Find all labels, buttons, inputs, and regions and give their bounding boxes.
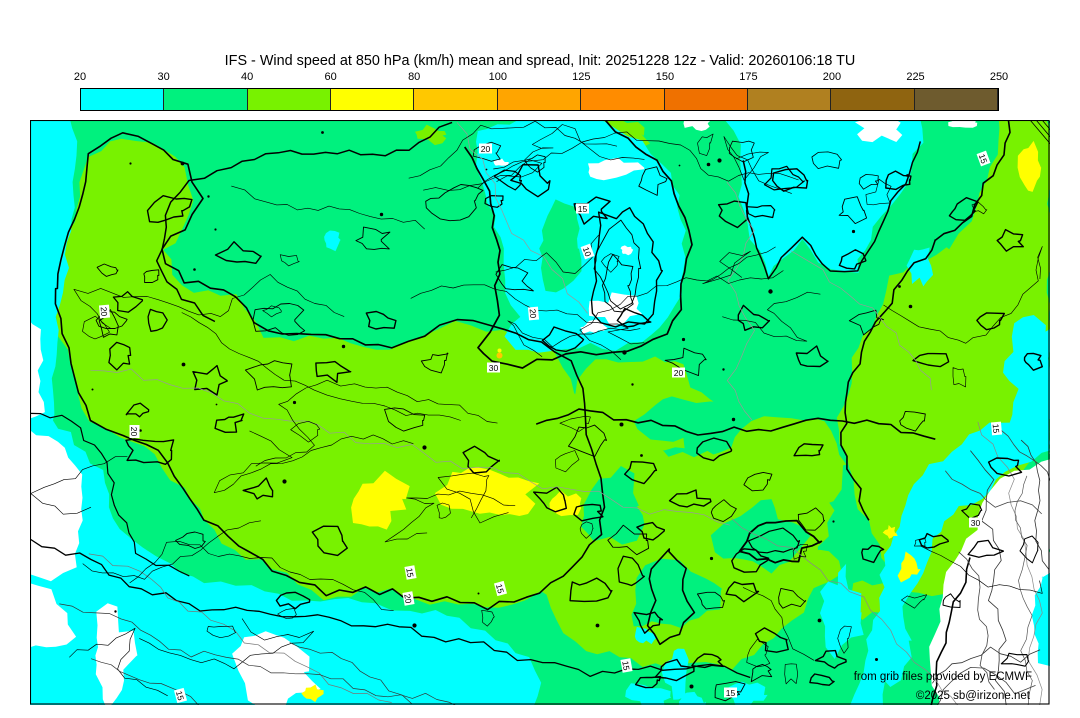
svg-text:20: 20 [481, 144, 491, 154]
svg-text:20: 20 [402, 593, 414, 604]
svg-text:30: 30 [489, 363, 499, 373]
svg-text:15: 15 [578, 204, 588, 214]
svg-text:30: 30 [971, 518, 981, 528]
svg-text:15: 15 [977, 153, 990, 166]
svg-text:20: 20 [99, 306, 110, 317]
svg-text:20: 20 [528, 308, 539, 319]
svg-text:15: 15 [991, 423, 1002, 434]
svg-text:15: 15 [726, 688, 736, 698]
svg-text:20: 20 [129, 427, 139, 437]
svg-text:10: 10 [581, 246, 594, 259]
svg-text:15: 15 [404, 567, 416, 578]
svg-text:15: 15 [174, 690, 186, 702]
svg-text:20: 20 [674, 368, 684, 378]
svg-text:15: 15 [620, 660, 632, 671]
svg-text:15: 15 [494, 583, 506, 595]
